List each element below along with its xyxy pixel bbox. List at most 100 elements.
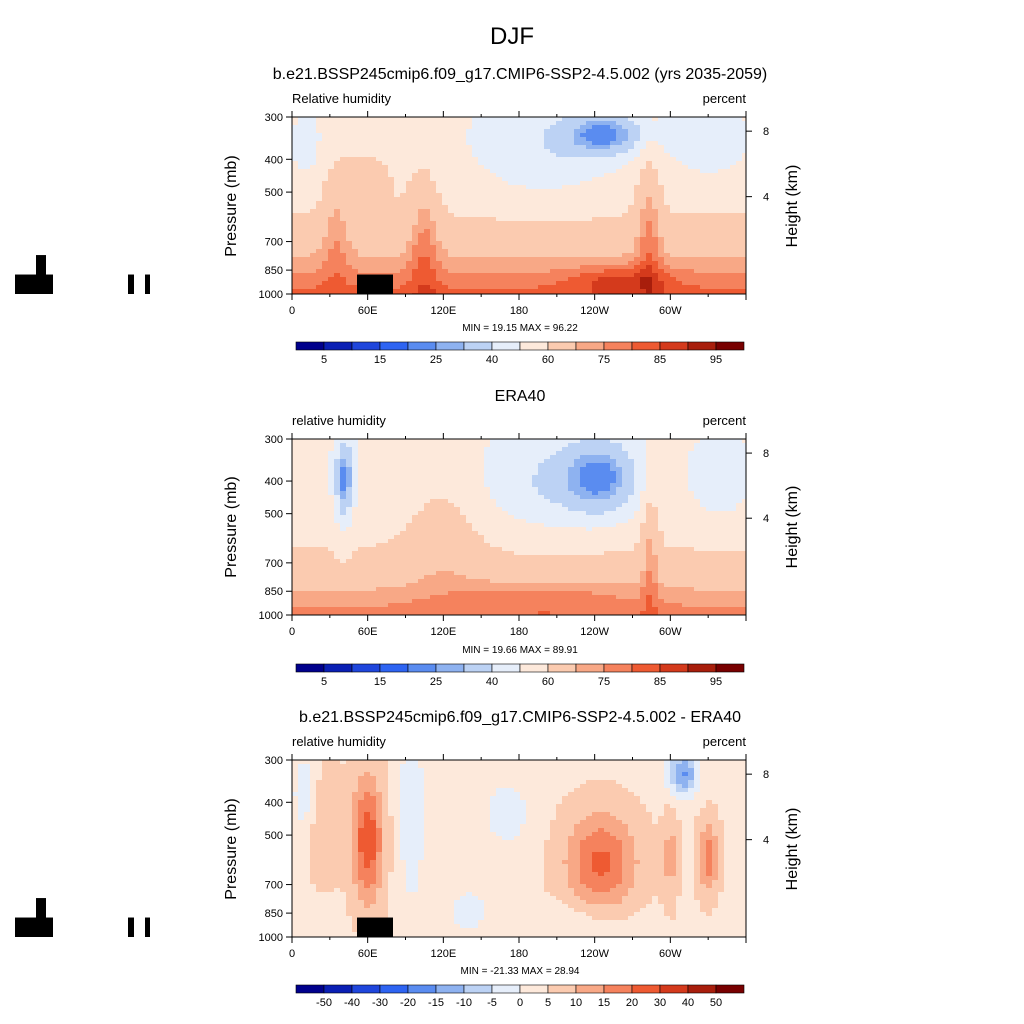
- heatmap-cell: [670, 487, 677, 492]
- heatmap-cell: [616, 451, 623, 456]
- heatmap-cell: [358, 451, 365, 456]
- heatmap-cell: [550, 125, 557, 130]
- heatmap-cell: [436, 245, 443, 250]
- heatmap-cell: [484, 503, 491, 508]
- heatmap-cell: [556, 197, 563, 202]
- heatmap-cell: [574, 249, 581, 254]
- heatmap-cell: [502, 475, 509, 480]
- heatmap-cell: [742, 475, 747, 480]
- heatmap-cell: [496, 463, 503, 468]
- heatmap-cell: [688, 217, 695, 222]
- heatmap-cell: [532, 447, 539, 452]
- heatmap-cell: [412, 201, 419, 206]
- heatmap-cell: [298, 273, 305, 278]
- pressure-tick-label: 700: [265, 237, 283, 249]
- heatmap-cell: [304, 133, 311, 138]
- heatmap-cell: [706, 229, 713, 234]
- heatmap-cell: [484, 439, 491, 444]
- heatmap-cell: [322, 121, 329, 126]
- heatmap-cell: [346, 137, 353, 142]
- heatmap-cell: [532, 289, 539, 294]
- heatmap-cell: [478, 265, 485, 270]
- heatmap-cell: [526, 439, 533, 444]
- heatmap-cell: [424, 285, 431, 290]
- heatmap-cell: [508, 229, 515, 234]
- heatmap-cell: [376, 475, 383, 480]
- heatmap-cell: [502, 257, 509, 262]
- heatmap-cell: [694, 177, 701, 182]
- heatmap-cell: [412, 173, 419, 178]
- heatmap-cell: [352, 213, 359, 218]
- heatmap-cell: [334, 185, 341, 190]
- heatmap-cell: [580, 479, 587, 484]
- heatmap-cell: [682, 125, 689, 130]
- heatmap-cell: [310, 455, 317, 460]
- heatmap-cell: [340, 471, 347, 476]
- heatmap-cell: [628, 245, 635, 250]
- heatmap-cell: [406, 289, 413, 294]
- heatmap-cell: [352, 169, 359, 174]
- heatmap-cell: [478, 161, 485, 166]
- heatmap-cell: [298, 201, 305, 206]
- heatmap-cell: [640, 495, 647, 500]
- heatmap-cell: [394, 471, 401, 476]
- heatmap-cell: [628, 229, 635, 234]
- heatmap-cell: [706, 499, 713, 504]
- heatmap-cell: [598, 137, 605, 142]
- heatmap-cell: [652, 499, 659, 504]
- heatmap-cell: [688, 289, 695, 294]
- heatmap-cell: [310, 471, 317, 476]
- heatmap-cell: [736, 471, 743, 476]
- heatmap-cell: [730, 483, 737, 488]
- heatmap-cell: [388, 233, 395, 238]
- heatmap-cell: [640, 149, 647, 154]
- heatmap-cell: [718, 281, 725, 286]
- heatmap-cell: [508, 277, 515, 282]
- heatmap-cell: [718, 439, 725, 444]
- heatmap-cell: [310, 181, 317, 186]
- heatmap-cell: [388, 447, 395, 452]
- heatmap-cell: [394, 483, 401, 488]
- heatmap-cell: [328, 447, 335, 452]
- heatmap-cell: [460, 181, 467, 186]
- heatmap-cell: [688, 253, 695, 258]
- heatmap-cell: [718, 479, 725, 484]
- heatmap-cell: [736, 511, 743, 516]
- heatmap-cell: [496, 129, 503, 134]
- heatmap-cell: [664, 447, 671, 452]
- heatmap-cell: [352, 249, 359, 254]
- heatmap-cell: [550, 121, 557, 126]
- heatmap-cell: [646, 229, 653, 234]
- heatmap-cell: [466, 499, 473, 504]
- heatmap-cell: [310, 209, 317, 214]
- heatmap-cell: [610, 491, 617, 496]
- heatmap-cell: [550, 507, 557, 512]
- heatmap-cell: [604, 181, 611, 186]
- heatmap-cell: [340, 181, 347, 186]
- heatmap-cell: [520, 261, 527, 266]
- heatmap-cell: [430, 205, 437, 210]
- heatmap-cell: [508, 121, 515, 126]
- heatmap-cell: [322, 225, 329, 230]
- heatmap-cell: [520, 145, 527, 150]
- heatmap-cell: [652, 169, 659, 174]
- heatmap-cell: [664, 169, 671, 174]
- heatmap-cell: [514, 245, 521, 250]
- heatmap-cell: [406, 439, 413, 444]
- heatmap-cell: [652, 265, 659, 270]
- heatmap-cell: [388, 451, 395, 456]
- heatmap-cell: [562, 455, 569, 460]
- heatmap-cell: [424, 459, 431, 464]
- heatmap-cell: [316, 439, 323, 444]
- heatmap-cell: [622, 221, 629, 226]
- heatmap-cell: [358, 471, 365, 476]
- heatmap-cell: [736, 137, 743, 142]
- heatmap-cell: [730, 145, 737, 150]
- heatmap-cell: [640, 201, 647, 206]
- heatmap-cell: [388, 217, 395, 222]
- heatmap-cell: [670, 117, 677, 122]
- heatmap-cell: [682, 511, 689, 516]
- heatmap-cell: [502, 181, 509, 186]
- lon-tick-label: 60E: [358, 305, 378, 317]
- heatmap-cell: [454, 149, 461, 154]
